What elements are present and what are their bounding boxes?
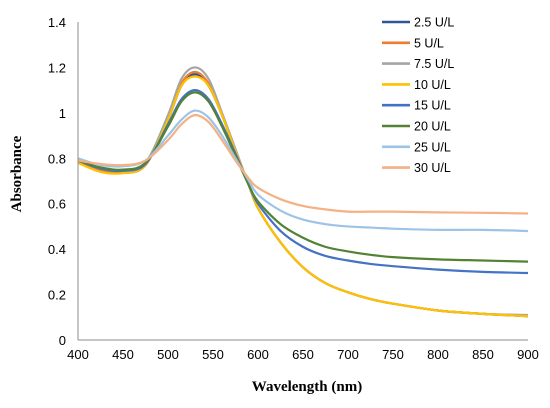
x-tick-label: 500 <box>157 347 179 362</box>
series-line <box>77 75 529 318</box>
series-line <box>77 73 529 318</box>
y-tick-label: 0 <box>59 333 66 348</box>
x-tick-label: 400 <box>67 347 89 362</box>
series-line <box>77 70 529 318</box>
legend-label: 20 U/L <box>414 120 451 134</box>
y-tick-label: 1 <box>59 106 66 121</box>
y-axis-title: Absorbance <box>9 135 25 212</box>
legend-label: 5 U/L <box>414 36 444 50</box>
legend: 2.5 U/L 5 U/L 7.5 U/L 10 U/L 15 U/L 20 U/L 25 … <box>382 16 454 175</box>
legend-label: 25 U/L <box>414 140 451 154</box>
x-tick-label: 900 <box>517 347 539 362</box>
x-tick-label: 550 <box>202 347 224 362</box>
x-tick-label: 800 <box>427 347 449 362</box>
x-tick-label: 600 <box>247 347 269 362</box>
series-line <box>77 66 529 317</box>
legend-label: 10 U/L <box>414 78 451 92</box>
y-tick-labels: 0 0.2 0.4 0.6 0.8 1 1.2 1.4 <box>48 15 66 348</box>
series-line <box>77 91 529 263</box>
y-tick-label: 0.6 <box>48 197 66 212</box>
series-lines <box>77 66 529 318</box>
y-tick-label: 1.2 <box>48 60 66 75</box>
y-tick-label: 0.4 <box>48 242 66 257</box>
x-tick-label: 750 <box>382 347 404 362</box>
legend-label: 7.5 U/L <box>414 57 454 71</box>
y-tick-label: 0.8 <box>48 151 66 166</box>
series-line <box>77 114 529 215</box>
x-tick-labels: 400 450 500 550 600 650 700 750 800 850 900 <box>67 347 539 362</box>
y-tick-label: 1.4 <box>48 15 66 30</box>
x-axis-title: Wavelength (nm) <box>252 379 362 395</box>
legend-label: 2.5 U/L <box>414 16 454 30</box>
x-tick-label: 700 <box>337 347 359 362</box>
x-tick-label: 850 <box>472 347 494 362</box>
legend-label: 15 U/L <box>414 99 451 113</box>
legend-label: 30 U/L <box>414 161 451 175</box>
series-line <box>77 89 529 275</box>
x-tick-label: 450 <box>112 347 134 362</box>
y-tick-label: 0.2 <box>48 288 66 303</box>
x-tick-label: 650 <box>292 347 314 362</box>
